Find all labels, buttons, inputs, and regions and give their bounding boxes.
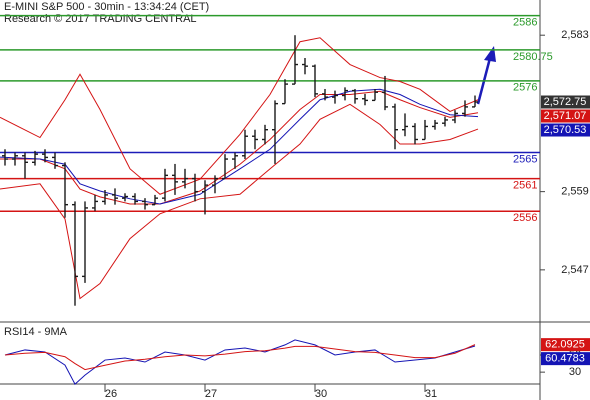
x-tick-label: 30	[315, 388, 327, 400]
x-tick-label: 26	[105, 388, 117, 400]
level-label: 2561	[513, 180, 537, 192]
indicator-line	[0, 37, 479, 195]
y-tick-label: 30	[569, 366, 581, 378]
last-value-box	[541, 95, 590, 109]
chart-title: E-MINI S&P 500 - 30min - 13:34:24 (CET)	[4, 1, 209, 13]
last-value-label: 2,572.75	[544, 96, 587, 108]
y-tick-label: 2,547	[561, 264, 589, 276]
last-value-box	[541, 352, 590, 366]
indicator-line	[0, 90, 479, 205]
last-value-box	[541, 338, 590, 352]
last-value-label: 62.0925	[545, 339, 585, 351]
level-label: 2556	[513, 212, 537, 224]
y-tick-label: 2,559	[561, 186, 589, 198]
rsi-title: RSI14 - 9MA	[4, 326, 68, 338]
indicator-line	[0, 103, 479, 300]
chart-subtitle: Research © 2017 TRADING CENTRAL	[4, 13, 197, 25]
indicator-line	[4, 339, 476, 385]
last-value-label: 2,571.07	[544, 110, 587, 122]
last-value-label: 60.4783	[545, 353, 585, 365]
level-label: 2576	[513, 82, 537, 94]
level-label: 2565	[513, 153, 537, 165]
level-label: 2586	[513, 17, 537, 29]
last-value-box	[541, 109, 590, 123]
y-tick-label: 2,583	[561, 29, 589, 41]
indicator-line	[4, 344, 476, 371]
last-value-box	[541, 123, 590, 137]
x-tick-label: 27	[205, 388, 217, 400]
level-label: 2580.75	[513, 51, 553, 63]
last-value-label: 2,570.53	[544, 124, 587, 136]
indicator-line	[0, 88, 479, 205]
x-tick-label: 31	[425, 388, 437, 400]
